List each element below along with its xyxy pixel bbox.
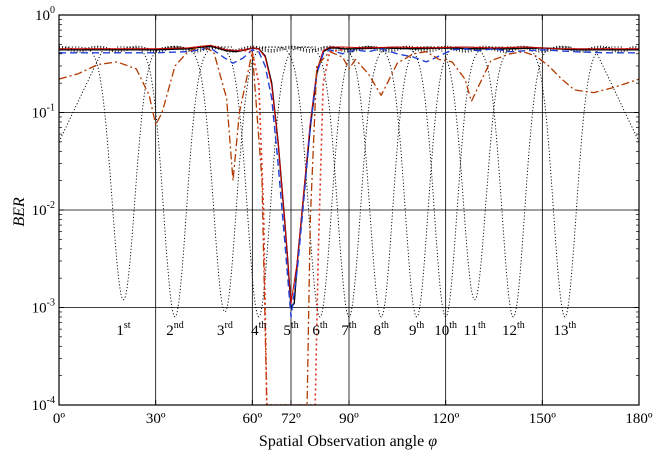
x-tick-label: 180º bbox=[625, 411, 653, 427]
series-line-2 bbox=[59, 44, 639, 304]
x-tick-label: 0º bbox=[53, 411, 66, 427]
x-tick-label: 60º bbox=[243, 411, 263, 427]
axis-ticks: 0º 30º 60º 72º 90º 120º 150º 180º 10-4 10-3 10-2 10… bbox=[32, 5, 653, 427]
beam-curve bbox=[455, 46, 572, 318]
beam-curve bbox=[117, 46, 233, 318]
beam-label: 4th bbox=[251, 320, 266, 339]
beam-label: 6th bbox=[312, 320, 327, 339]
y-tick-label: 100 bbox=[35, 5, 55, 24]
beam-label: 3rd bbox=[217, 320, 233, 339]
beam-curve bbox=[166, 46, 283, 313]
grid-lines bbox=[59, 15, 639, 405]
x-tick-label: 150º bbox=[529, 411, 557, 427]
beam-label: 13th bbox=[553, 320, 576, 339]
beam-curve bbox=[200, 46, 317, 318]
beam-label: 8th bbox=[374, 320, 389, 339]
beam-label: 12th bbox=[502, 320, 525, 339]
series-line-4 bbox=[59, 45, 639, 405]
beam-label: 2nd bbox=[166, 320, 184, 339]
x-axis-label: Spatial Observation angle φ bbox=[259, 433, 437, 450]
beam-label: 10th bbox=[434, 320, 457, 339]
y-tick-label: 10-2 bbox=[32, 200, 55, 219]
beam-label: 7th bbox=[341, 320, 356, 339]
y-tick-label: 10-3 bbox=[32, 298, 55, 317]
beam-label: 5th bbox=[283, 320, 298, 339]
x-axis-label-text: Spatial Observation angle bbox=[259, 433, 424, 450]
beam-curve bbox=[323, 46, 440, 318]
y-tick-label: 10-1 bbox=[32, 103, 55, 122]
x-axis-label-symbol: φ bbox=[428, 433, 437, 450]
y-tick-label: 10-4 bbox=[32, 395, 55, 414]
beam-curve bbox=[387, 46, 504, 318]
x-tick-label: 120º bbox=[432, 411, 460, 427]
beam-label: 9th bbox=[409, 320, 424, 339]
beam-curve bbox=[358, 46, 475, 318]
beam-curve-edge-left bbox=[59, 46, 105, 143]
beam-curve bbox=[262, 46, 378, 318]
beam-curve bbox=[291, 46, 407, 318]
beam-curve bbox=[506, 46, 623, 318]
series-lines bbox=[59, 44, 639, 405]
series-line-5 bbox=[239, 49, 343, 405]
beam-label: 1st bbox=[116, 320, 130, 339]
beam-curve-edge-right bbox=[593, 46, 639, 143]
beam-curve bbox=[416, 46, 533, 301]
y-axis-label: BER bbox=[11, 197, 28, 227]
beam-top-bundle bbox=[59, 48, 639, 53]
beam-labels: 1st 2nd 3rd 4th 5th 6th 7th 8th 9th 10th 11th 12th 1… bbox=[116, 320, 576, 339]
beam-label: 11th bbox=[464, 320, 486, 339]
x-tick-label: 30º bbox=[146, 411, 166, 427]
x-tick-label: 90º bbox=[339, 411, 359, 427]
beam-curve bbox=[65, 46, 182, 301]
x-tick-label: 72º bbox=[281, 411, 301, 427]
series-line-3 bbox=[59, 47, 639, 318]
